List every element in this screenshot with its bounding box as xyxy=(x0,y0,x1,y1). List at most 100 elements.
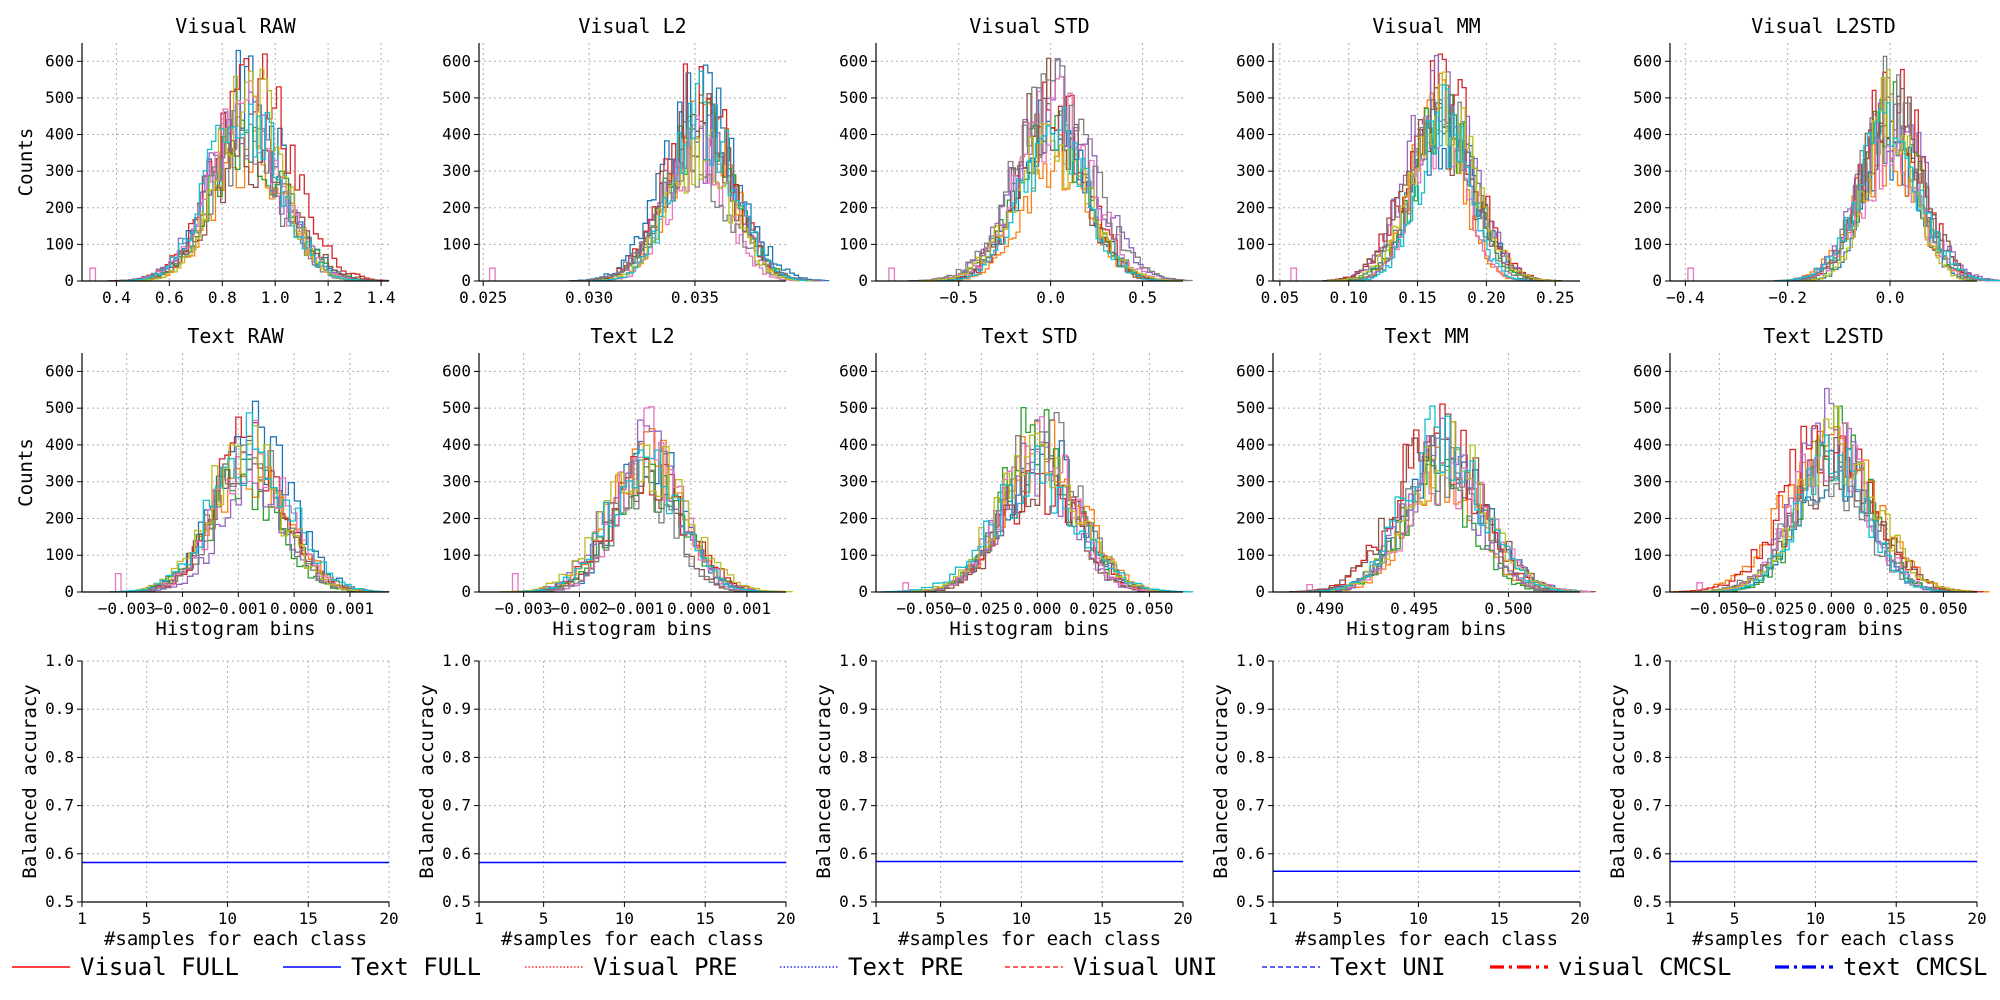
y-tick-label: 600 xyxy=(442,51,471,70)
y-tick-label: 300 xyxy=(45,161,74,180)
y-tick-label: 400 xyxy=(1633,435,1662,454)
y-tick-label: 500 xyxy=(442,88,471,107)
x-tick-label: 0.000 xyxy=(667,599,715,618)
x-tick-label: 5 xyxy=(142,909,152,928)
y-tick-label: 0 xyxy=(64,271,74,290)
x-tick-label: 0.5 xyxy=(1128,288,1157,307)
x-tick-label: 0.500 xyxy=(1484,599,1532,618)
y-tick-label: 600 xyxy=(839,361,868,380)
histogram-series xyxy=(513,419,780,593)
histogram-outlier-bin xyxy=(888,267,896,281)
histogram-panel: 0 100 200 300 400 500 600 0.490 0.495 0.500 Text M… xyxy=(1236,324,1596,640)
histogram-outlier-bin xyxy=(1687,267,1695,281)
x-tick-label: 0.000 xyxy=(270,599,318,618)
histogram-series xyxy=(1322,87,1562,282)
histogram-series xyxy=(1710,405,1953,593)
histogram-panel: 0 100 200 300 400 500 600 0.025 0.030 0.035 Visual… xyxy=(442,14,830,307)
x-tick-label: −0.050 xyxy=(1690,599,1748,618)
y-tick-label: 1.0 xyxy=(1633,651,1662,670)
histogram-series xyxy=(908,59,1193,282)
x-tick-label: 0.050 xyxy=(1125,599,1173,618)
histogram-outlier-bin xyxy=(511,572,519,592)
y-tick-label: 500 xyxy=(1633,88,1662,107)
histogram-series xyxy=(127,469,372,593)
y-tick-label: 0.9 xyxy=(1633,699,1662,718)
panel-title: Text L2 xyxy=(590,324,674,348)
y-tick-label: 0.5 xyxy=(1236,892,1265,911)
x-tick-label: 1.0 xyxy=(261,288,290,307)
y-tick-label: 300 xyxy=(1236,161,1265,180)
y-tick-label: 0.6 xyxy=(1633,844,1662,863)
y-tick-label: 0 xyxy=(858,271,868,290)
y-tick-label: 0.7 xyxy=(1236,796,1265,815)
y-tick-label: 0.8 xyxy=(1236,747,1265,766)
y-tick-label: 200 xyxy=(45,508,74,527)
y-tick-label: 1.0 xyxy=(1236,651,1265,670)
x-tick-label: −0.003 xyxy=(98,599,156,618)
histogram-series xyxy=(1304,405,1581,593)
x-axis-label: Histogram bins xyxy=(1743,618,1903,640)
x-axis-label: #samples for each class xyxy=(1692,928,1955,950)
y-tick-label: 0.8 xyxy=(839,747,868,766)
x-tick-label: 1 xyxy=(1268,909,1278,928)
y-axis-label: Counts xyxy=(15,438,37,507)
y-tick-label: 400 xyxy=(442,435,471,454)
x-tick-label: 1 xyxy=(871,909,881,928)
x-tick-label: 20 xyxy=(1570,909,1589,928)
x-axis-label: #samples for each class xyxy=(1295,928,1558,950)
x-tick-label: 5 xyxy=(539,909,549,928)
y-tick-label: 0.7 xyxy=(45,796,74,815)
x-tick-label: 0.025 xyxy=(1863,599,1911,618)
histogram-series xyxy=(919,123,1182,282)
x-tick-label: 15 xyxy=(1093,909,1112,928)
histogram-series xyxy=(118,425,380,593)
y-tick-label: 100 xyxy=(839,234,868,253)
histogram-panel: 0 100 200 300 400 500 600 0.4 0.6 0.8 1.0 1.2 1.4 Vis… xyxy=(15,14,396,307)
x-tick-label: 0.495 xyxy=(1390,599,1438,618)
histogram-series xyxy=(1690,450,1972,593)
y-tick-label: 0.8 xyxy=(1633,747,1662,766)
x-tick-label: 0.6 xyxy=(155,288,184,307)
x-tick-label: 10 xyxy=(1012,909,1031,928)
histogram-series xyxy=(932,57,1170,282)
y-tick-label: 100 xyxy=(442,234,471,253)
histogram-series xyxy=(110,412,389,593)
x-tick-label: 15 xyxy=(299,909,318,928)
x-tick-label: 0.000 xyxy=(1013,599,1061,618)
y-tick-label: 500 xyxy=(839,398,868,417)
y-tick-label: 600 xyxy=(45,51,74,70)
histogram-series xyxy=(897,432,1178,593)
x-axis-label: #samples for each class xyxy=(104,928,367,950)
y-tick-label: 200 xyxy=(1633,508,1662,527)
histogram-outlier-bin xyxy=(114,572,122,592)
y-tick-label: 0 xyxy=(64,582,74,601)
y-tick-label: 0 xyxy=(1255,582,1265,601)
x-tick-label: 1 xyxy=(474,909,484,928)
y-axis-label: Balanced accuracy xyxy=(19,684,41,878)
x-axis-label: Histogram bins xyxy=(1346,618,1506,640)
histogram-series xyxy=(589,70,809,282)
histogram-series xyxy=(532,459,761,593)
histogram-series xyxy=(123,419,376,593)
x-tick-label: 5 xyxy=(1730,909,1740,928)
x-axis-label: #samples for each class xyxy=(898,928,1161,950)
legend: Visual FULL Text FULL Visual PRE Text PRE Vi… xyxy=(12,953,1988,981)
y-tick-label: 0 xyxy=(461,582,471,601)
y-tick-label: 200 xyxy=(1236,198,1265,217)
y-tick-label: 300 xyxy=(442,472,471,491)
histogram-outlier-bin xyxy=(1696,582,1704,592)
histogram-series xyxy=(534,406,759,593)
histogram-series xyxy=(513,463,780,593)
y-axis-label: Balanced accuracy xyxy=(416,684,438,878)
x-tick-label: 20 xyxy=(776,909,795,928)
y-tick-label: 0 xyxy=(1652,582,1662,601)
y-tick-label: 100 xyxy=(442,545,471,564)
histogram-series xyxy=(1352,84,1533,282)
legend-label: Visual PRE xyxy=(593,953,738,981)
histogram-outlier-bin xyxy=(1290,267,1298,281)
y-tick-label: 400 xyxy=(839,125,868,144)
y-axis-label: Counts xyxy=(15,128,37,197)
y-tick-label: 300 xyxy=(1633,472,1662,491)
y-tick-label: 300 xyxy=(1633,161,1662,180)
